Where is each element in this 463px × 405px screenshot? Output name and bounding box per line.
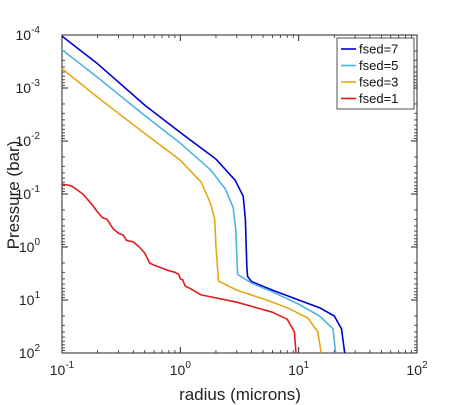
y-tick-label: 10-2 — [16, 131, 41, 149]
y-tick-label: 101 — [19, 290, 41, 308]
legend-label: fsed=7 — [359, 42, 398, 57]
legend-box — [336, 37, 415, 110]
y-tick-label: 10-3 — [16, 78, 41, 96]
x-axis-label: radius (microns) — [179, 385, 301, 404]
series-line-fsed-1 — [61, 183, 297, 354]
y-axis-label: Pressure (bar) — [4, 141, 23, 250]
legend-label: fsed=3 — [359, 75, 398, 90]
series-line-fsed-7 — [61, 35, 346, 354]
y-tick-label: 102 — [19, 343, 41, 361]
x-tick-label: 10-1 — [50, 360, 75, 378]
y-tick-label: 10-1 — [16, 184, 41, 202]
y-tick-label: 10-4 — [16, 25, 41, 43]
series-line-fsed-3 — [61, 67, 322, 354]
y-tick-label: 100 — [19, 237, 41, 255]
series-layer — [61, 35, 346, 354]
x-tick-label: 100 — [170, 360, 192, 378]
legend-label: fsed=5 — [359, 58, 398, 73]
legend-label: fsed=1 — [359, 91, 398, 106]
series-line-fsed-5 — [61, 49, 337, 354]
x-tick-label: 101 — [288, 360, 310, 378]
ticks-layer: 10-1 100 101 102 10-4 10-3 10-2 10-1 100 101 102 — [16, 25, 428, 378]
x-tick-label: 102 — [406, 360, 428, 378]
